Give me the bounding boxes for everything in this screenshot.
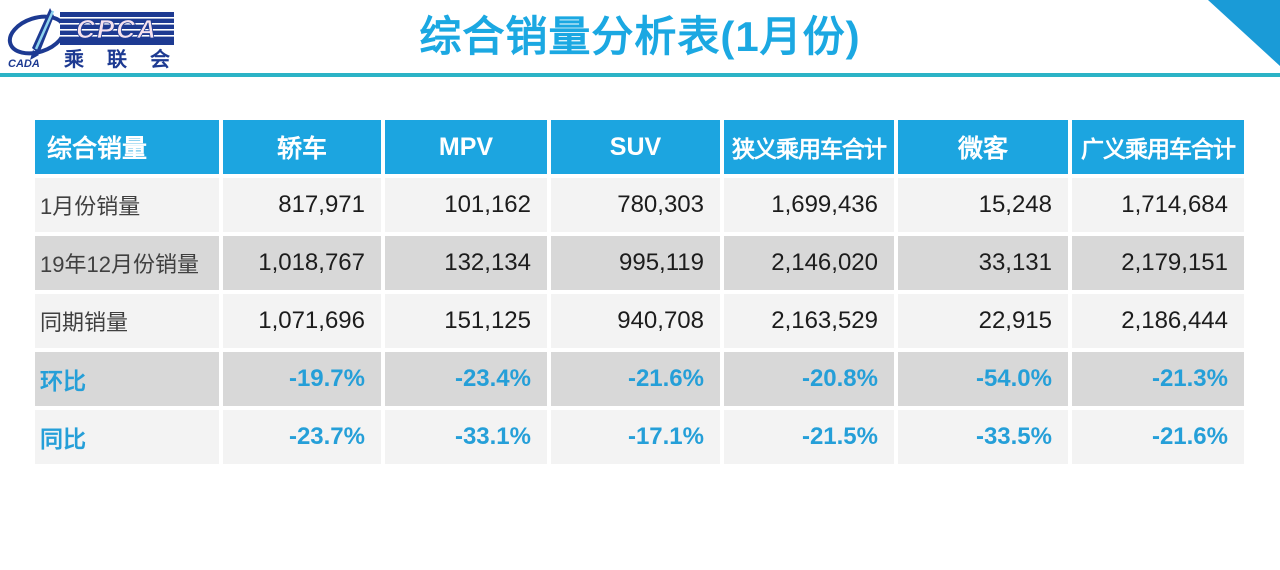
- column-header-mpv: MPV: [385, 120, 547, 174]
- table-cell: 2,163,529: [724, 294, 894, 348]
- table-cell: -19.7%: [223, 352, 381, 406]
- table-cell: 780,303: [551, 178, 720, 232]
- table-cell: 1,018,767: [223, 236, 381, 290]
- table-cell: 1,699,436: [724, 178, 894, 232]
- divider-line: [0, 73, 1280, 77]
- table-cell: 2,179,151: [1072, 236, 1244, 290]
- row-label: 同期销量: [35, 294, 219, 348]
- row-label: 19年12月份销量: [35, 236, 219, 290]
- table-cell: -33.5%: [898, 410, 1068, 464]
- table-cell: 1,071,696: [223, 294, 381, 348]
- table-cell: -21.5%: [724, 410, 894, 464]
- table-cell: -21.6%: [551, 352, 720, 406]
- table-cell: 2,146,020: [724, 236, 894, 290]
- table-cell: -54.0%: [898, 352, 1068, 406]
- column-header-broad-pv: 广义乘用车合计: [1072, 120, 1244, 174]
- page-title: 综合销量分析表(1月份): [419, 13, 861, 60]
- table-cell: -23.7%: [223, 410, 381, 464]
- cpca-box: CPCA: [60, 12, 174, 45]
- column-header-microvan: 微客: [898, 120, 1068, 174]
- table-cell: -33.1%: [385, 410, 547, 464]
- table-cell: -23.4%: [385, 352, 547, 406]
- table-cell: 940,708: [551, 294, 720, 348]
- table-cell: 2,186,444: [1072, 294, 1244, 348]
- table-cell: 15,248: [898, 178, 1068, 232]
- column-header-sedan: 轿车: [223, 120, 381, 174]
- table-cell: 101,162: [385, 178, 547, 232]
- cpca-text: CPCA: [76, 14, 158, 44]
- table-cell: 817,971: [223, 178, 381, 232]
- table-cell: -21.6%: [1072, 410, 1244, 464]
- row-label: 环比: [35, 352, 219, 406]
- table-cell: 995,119: [551, 236, 720, 290]
- table-cell: -20.8%: [724, 352, 894, 406]
- table-cell: -21.3%: [1072, 352, 1244, 406]
- sales-analysis-table: 综合销量 轿车 MPV SUV 狭义乘用车合计 微客 广义乘用车合计 1月份销量…: [35, 120, 1244, 464]
- column-header-total: 综合销量: [35, 120, 219, 174]
- row-label: 1月份销量: [35, 178, 219, 232]
- table-cell: 151,125: [385, 294, 547, 348]
- column-header-narrow-pv: 狭义乘用车合计: [724, 120, 894, 174]
- table-cell: 33,131: [898, 236, 1068, 290]
- table-cell: 1,714,684: [1072, 178, 1244, 232]
- cpca-logo: CADA CPCA 乘联会: [7, 8, 174, 70]
- table-cell: 22,915: [898, 294, 1068, 348]
- cada-text: CADA: [8, 58, 40, 70]
- row-label: 同比: [35, 410, 219, 464]
- column-header-suv: SUV: [551, 120, 720, 174]
- table-cell: 132,134: [385, 236, 547, 290]
- table-cell: -17.1%: [551, 410, 720, 464]
